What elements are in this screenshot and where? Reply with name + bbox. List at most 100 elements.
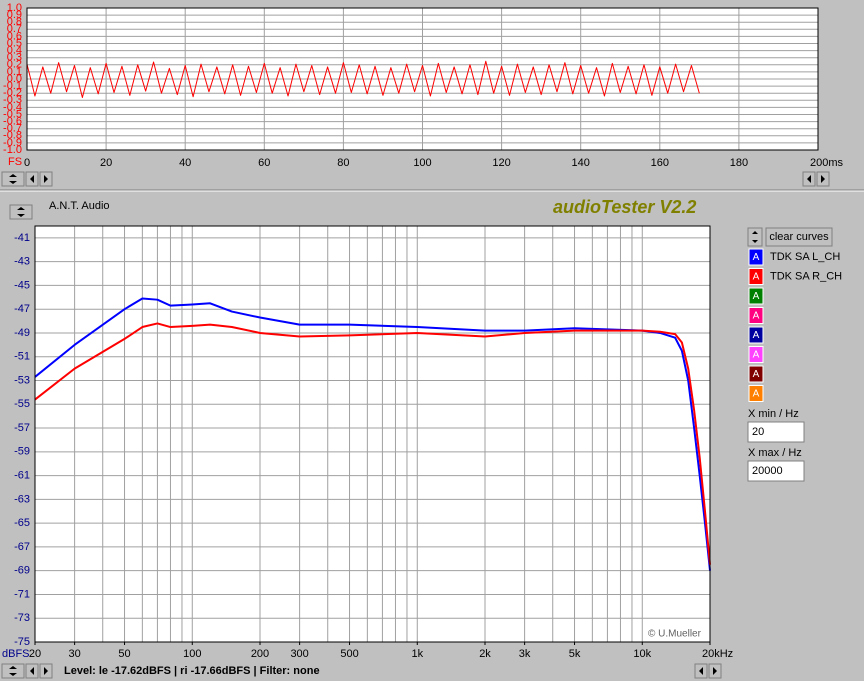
y-tick-label: -61 <box>14 470 30 482</box>
xmin-value[interactable]: 20 <box>752 426 764 438</box>
y-tick-label: 0.2 <box>7 59 22 71</box>
bottom-scroll[interactable] <box>1 663 722 679</box>
y-tick-label: 1.0 <box>7 2 22 14</box>
x-tick-label: 300 <box>290 648 308 660</box>
y-unit-label: dBFS <box>2 648 30 660</box>
y-tick-label: -59 <box>14 446 30 458</box>
y-tick-label: -41 <box>14 232 30 244</box>
y-tick-label: 0.0 <box>7 73 22 85</box>
x-tick-label: 3k <box>519 648 531 660</box>
y-tick-label: -71 <box>14 588 30 600</box>
y-tick-label: -0.7 <box>3 123 22 135</box>
xmax-value[interactable]: 20000 <box>752 465 783 477</box>
plot-area <box>34 225 711 643</box>
y-tick-label: -75 <box>14 636 30 648</box>
y-tick-label: 0.7 <box>7 23 22 35</box>
y-tick-label: -0.1 <box>3 80 22 92</box>
x-tick-label: 2k <box>479 648 491 660</box>
mid-spin[interactable] <box>9 204 33 220</box>
y-tick-label: 0.1 <box>7 66 22 78</box>
y-tick-label: -73 <box>14 612 30 624</box>
top-left-scroll[interactable] <box>1 171 53 187</box>
y-tick-label: -0.6 <box>3 116 22 128</box>
y-tick-label: -47 <box>14 303 30 315</box>
xmin-input[interactable] <box>747 421 805 443</box>
x-tick-label: 120 <box>492 157 510 169</box>
xmax-input[interactable] <box>747 460 805 482</box>
curve-button[interactable] <box>748 268 764 285</box>
x-tick-label: 160 <box>651 157 669 169</box>
x-tick-label: 30 <box>68 648 80 660</box>
x-tick-label: 50 <box>118 648 130 660</box>
y-tick-label: -43 <box>14 256 30 268</box>
plot-frame <box>26 7 819 151</box>
clear-button-label[interactable]: clear curves <box>769 231 829 243</box>
curve-button-label[interactable]: A <box>753 369 760 380</box>
curve-button[interactable] <box>748 346 764 363</box>
series-line <box>34 297 711 571</box>
plot-frame <box>34 225 711 643</box>
x-tick-label: 180 <box>730 157 748 169</box>
curve-button[interactable] <box>748 365 764 383</box>
y-tick-label: 0.3 <box>7 52 22 64</box>
curve-button[interactable] <box>748 248 764 266</box>
x-tick-label: 80 <box>337 157 349 169</box>
y-tick-label: -53 <box>14 374 30 386</box>
x-tick-label: 5k <box>569 648 581 660</box>
curve-button-label[interactable]: A <box>753 350 760 361</box>
x-tick-label: 0 <box>24 157 30 169</box>
x-tick-label: 100 <box>183 648 201 660</box>
y-tick-label: 0.8 <box>7 16 22 28</box>
curve-button[interactable] <box>748 385 764 402</box>
app-title: audioTester V2.2 <box>553 197 696 217</box>
x-tick-label: 20 <box>29 648 41 660</box>
curve-button[interactable] <box>748 307 764 324</box>
x-tick-label: 140 <box>572 157 590 169</box>
y-tick-label: -57 <box>14 422 30 434</box>
y-tick-label: -0.5 <box>3 108 22 120</box>
legend-label: TDK SA R_CH <box>770 270 842 282</box>
x-tick-label: 200ms <box>810 157 844 169</box>
company-label: A.N.T. Audio <box>49 200 110 212</box>
curve-button-label[interactable]: A <box>753 389 760 400</box>
curve-button-label[interactable]: A <box>753 311 760 322</box>
y-tick-label: -0.8 <box>3 130 22 142</box>
y-tick-label: -51 <box>14 351 30 363</box>
curve-button-label[interactable]: A <box>753 252 760 263</box>
legend-label: TDK SA L_CH <box>770 251 840 263</box>
y-tick-label: 0.6 <box>7 30 22 42</box>
y-tick-label: -0.9 <box>3 137 22 149</box>
x-tick-label: 500 <box>340 648 358 660</box>
x-tick-label: 40 <box>179 157 191 169</box>
status-text: Level: le -17.62dBFS | ri -17.66dBFS | F… <box>64 665 320 677</box>
y-tick-label: -1.0 <box>3 144 22 156</box>
xmin-label: X min / Hz <box>748 408 799 420</box>
x-tick-label: 1k <box>411 648 423 660</box>
xmax-label: X max / Hz <box>748 447 802 459</box>
y-tick-label: -55 <box>14 398 30 410</box>
top-right-scroll[interactable] <box>802 171 830 187</box>
y-tick-label: -0.2 <box>3 87 22 99</box>
y-tick-label: 0.9 <box>7 9 22 21</box>
curves-spin[interactable] <box>747 227 763 247</box>
curve-button[interactable] <box>748 326 764 344</box>
clear-button[interactable] <box>765 227 833 247</box>
y-tick-label: -0.4 <box>3 101 22 113</box>
curve-button-label[interactable]: A <box>753 272 760 283</box>
y-tick-label: -67 <box>14 541 30 553</box>
y-unit-label: FS <box>8 156 22 168</box>
series-line <box>34 322 711 565</box>
x-tick-label: 20kHz <box>702 648 733 660</box>
x-tick-label: 100 <box>413 157 431 169</box>
y-tick-label: 0.4 <box>7 45 22 57</box>
curve-button-label[interactable]: A <box>753 330 760 341</box>
y-tick-label: -0.3 <box>3 94 22 106</box>
x-tick-label: 10k <box>633 648 651 660</box>
y-tick-label: -63 <box>14 493 30 505</box>
curve-button-label[interactable]: A <box>753 291 760 302</box>
y-tick-label: -45 <box>14 279 30 291</box>
x-tick-label: 20 <box>100 157 112 169</box>
series-line <box>26 60 700 98</box>
curve-button[interactable] <box>748 287 764 305</box>
